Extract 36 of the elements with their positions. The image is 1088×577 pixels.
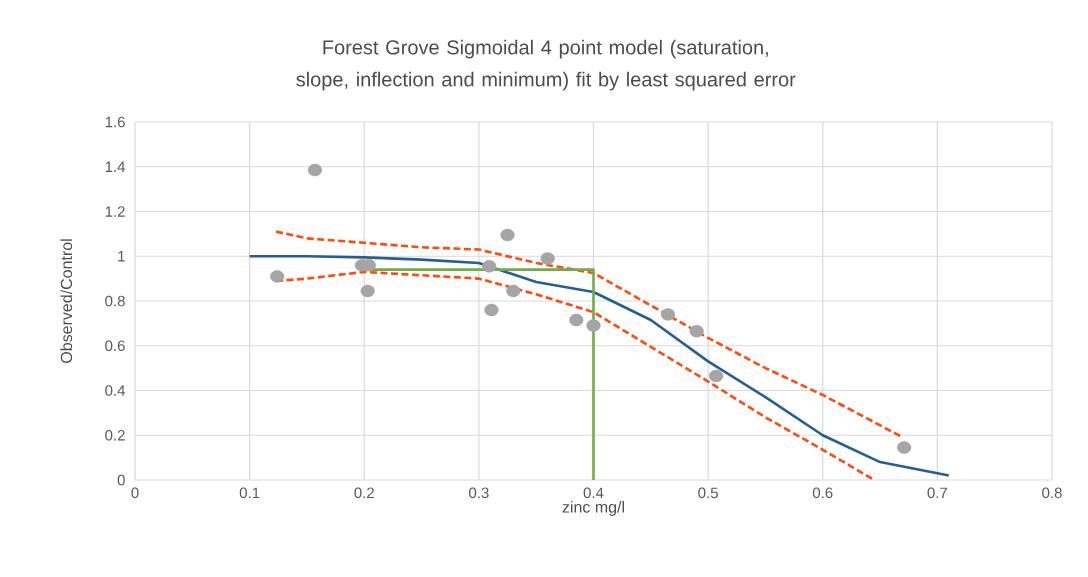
y-tick-label: 1.6 (105, 116, 125, 128)
point (506, 284, 521, 298)
point (709, 369, 724, 383)
x-tick-label: 0.3 (469, 487, 489, 499)
y-tick-label: 0 (117, 474, 125, 486)
y-tick-label: 1.4 (105, 161, 126, 172)
chart-title: Forest Grove Sigmoidal 4 point model (saturation, slope, inflection and minimum) fit by least squared error (296, 39, 796, 91)
x-axis-title: zinc mg/l (562, 501, 624, 516)
y-tick-label: 1 (118, 251, 125, 262)
x-tick-label: 0.1 (239, 487, 260, 499)
y-tick-label: 0.2 (105, 429, 125, 441)
point (540, 252, 555, 265)
line-series (248, 254, 951, 477)
point (586, 319, 601, 332)
point (307, 163, 323, 177)
point (270, 270, 285, 283)
x-tick-label: 0.2 (354, 487, 374, 499)
x-tick-label: 0.8 (1042, 487, 1062, 499)
point (484, 303, 499, 317)
x-tick-label: 0.6 (812, 487, 833, 499)
point (360, 284, 375, 298)
x-tick-label: 0.7 (927, 487, 948, 499)
point (482, 260, 497, 273)
y-axis-title: Observed/Control (60, 239, 73, 363)
y-tick-label: 1.2 (105, 206, 125, 217)
y-tick-label: 0.6 (105, 340, 125, 352)
x-tick-label: 0.5 (698, 487, 718, 499)
x-tick-label: 0 (131, 487, 139, 499)
x-tick-label: 0.4 (583, 487, 604, 499)
point (897, 441, 912, 454)
point (569, 313, 584, 327)
point (660, 308, 676, 321)
y-tick-label: 0.4 (105, 385, 126, 396)
point (689, 324, 704, 338)
point (500, 228, 515, 242)
y-tick-label: 0.8 (105, 295, 125, 307)
